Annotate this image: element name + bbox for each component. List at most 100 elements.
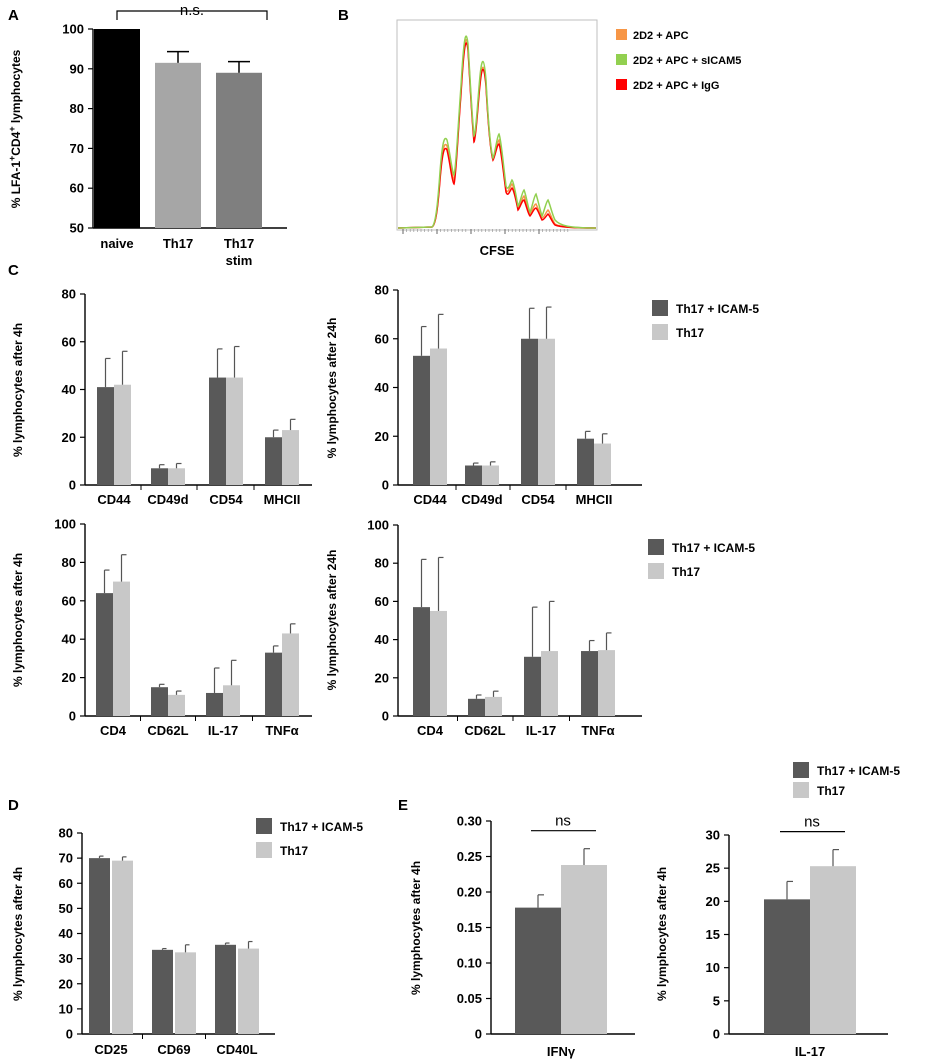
bar-cd4-th17 [113, 581, 130, 716]
legend-swatch-th17 [648, 563, 664, 579]
bar-cd40l-th17 [238, 948, 259, 1034]
legend-swatch-icam5 [256, 818, 272, 834]
panel-c-legend-bottom: Th17 + ICAM-5 Th17 [648, 539, 755, 579]
legend-label-igg: 2D2 + APC + IgG [633, 80, 719, 92]
x-category-label: CD62L [464, 723, 505, 738]
y-tick-label: 0 [66, 1027, 73, 1042]
legend-swatch-icam5 [793, 762, 809, 778]
y-tick-label: 10 [706, 960, 720, 975]
y-tick-label: 0 [713, 1027, 720, 1042]
x-category-label: CD49d [461, 492, 502, 507]
legend-swatch-th17 [793, 782, 809, 798]
bar-cd62l-th17 [485, 696, 502, 716]
x-category-label: IL-17 [795, 1044, 825, 1059]
bar-cd49d-th17 [482, 465, 499, 485]
y-tick-label: 100 [367, 518, 389, 533]
histogram-line-sicam5 [397, 35, 597, 229]
y-tick-label: 100 [54, 517, 76, 532]
y-tick-label: 0.25 [457, 849, 482, 864]
y-tick-label: 60 [62, 593, 76, 608]
y-tick-label: 25 [706, 861, 720, 876]
bar-cd40l-th17-icam-5 [215, 944, 236, 1034]
bar-cd54-th17 [538, 338, 555, 485]
y-tick-label: 100 [62, 22, 84, 37]
y-axis-title: % lymphocytes after 4h [655, 867, 669, 1001]
significance-label: ns [555, 813, 571, 830]
y-tick-label: 0.20 [457, 885, 482, 900]
panel-c-legend-top: Th17 + ICAM-5 Th17 [652, 300, 759, 340]
bar-il-17-th17-icam-5 [764, 899, 810, 1034]
y-tick-label: 60 [70, 181, 84, 196]
y-tick-label: 20 [62, 430, 76, 445]
x-category-label: CD54 [521, 492, 555, 507]
bar-mhcii-th17-icam-5 [577, 438, 594, 485]
x-category-label: CD69 [157, 1042, 190, 1057]
bar-cd25-th17 [112, 860, 133, 1034]
y-axis-title: % lymphocytes after 24h [325, 318, 339, 459]
y-axis-title: % lymphocytes after 4h [11, 323, 25, 457]
bar-cd49d-th17-icam-5 [151, 468, 168, 485]
x-category-label: CD44 [413, 492, 447, 507]
bar-th17-stim [216, 72, 262, 228]
legend-swatch-apc [616, 29, 627, 40]
bar-cd49d-th17 [168, 468, 185, 485]
y-tick-label: 15 [706, 927, 720, 942]
x-category-label: CD54 [209, 492, 243, 507]
legend-label-th17: Th17 [676, 326, 704, 340]
x-category-label: CD4 [417, 723, 444, 738]
y-tick-label: 60 [375, 331, 389, 346]
panel-e-chart-il17: 0 5 10 15 20 25 30 IL-17 % lymphocytes after 4h n… [655, 814, 888, 1059]
bar-cd54-th17-icam-5 [209, 377, 226, 485]
y-tick-label: 20 [375, 429, 389, 444]
bar-ifn-th17-icam-5 [515, 907, 561, 1034]
y-tick-label: 0.10 [457, 956, 482, 971]
bar-cd44-th17 [430, 348, 447, 485]
bar-cd49d-th17-icam-5 [465, 465, 482, 485]
legend-swatch-icam5 [652, 300, 668, 316]
legend-swatch-icam5 [648, 539, 664, 555]
legend-swatch-th17 [652, 324, 668, 340]
bar-cd62l-th17-icam-5 [468, 698, 485, 716]
y-tick-label: 40 [59, 926, 73, 941]
y-tick-label: 50 [70, 221, 84, 236]
panel-e-chart-ifng: 0 0.05 0.10 0.15 0.20 0.25 0.30 IFNγ % lymphocyt… [409, 813, 635, 1059]
x-category-label: stim [226, 253, 253, 268]
bar-cd62l-th17 [168, 694, 185, 716]
panel-e-label: E [398, 797, 408, 814]
bar-cd44-th17-icam-5 [413, 355, 430, 485]
y-tick-label: 80 [375, 556, 389, 571]
x-category-label: TNFα [581, 723, 614, 738]
y-tick-label: 10 [59, 1001, 73, 1016]
y-tick-label: 60 [375, 594, 389, 609]
panel-c-chart-4h-bottom: 0 20 40 60 80 100 CD4 CD62L IL-17 TNFα % lymphocyt… [11, 517, 312, 738]
y-tick-label: 80 [62, 287, 76, 302]
panel-b-legend: 2D2 + APC 2D2 + APC + sICAM5 2D2 + APC +… [616, 29, 741, 92]
y-tick-label: 0 [69, 709, 76, 724]
panel-c-label: C [8, 262, 19, 279]
bar-il-17-th17-icam-5 [206, 692, 223, 716]
significance-label: n.s. [180, 2, 204, 19]
panel-b-histogram: CFSE [396, 19, 598, 258]
y-tick-label: 0.30 [457, 814, 482, 829]
panel-c-chart-24h-top: 0 20 40 60 80 CD44 CD49d CD54 MHCII % lymphocytes… [325, 283, 642, 507]
panel-a-label: A [8, 7, 19, 24]
x-category-label: MHCII [576, 492, 613, 507]
y-tick-label: 5 [713, 993, 720, 1008]
x-category-label: Th17 [163, 236, 193, 251]
x-category-label: CD25 [94, 1042, 127, 1057]
legend-label-sicam5: 2D2 + APC + sICAM5 [633, 55, 741, 67]
bar-cd4-th17-icam-5 [96, 593, 113, 716]
y-tick-label: 0 [382, 709, 389, 724]
panel-c-chart-24h-bottom: 0 20 40 60 80 100 CD4 CD62L IL-17 TNFα % lymphocyt… [325, 518, 642, 738]
significance-label: ns [804, 814, 820, 831]
legend-swatch-sicam5 [616, 54, 627, 65]
legend-label-apc: 2D2 + APC [633, 30, 689, 42]
panel-e-legend: Th17 + ICAM-5 Th17 [793, 762, 900, 798]
bar-cd4-th17 [430, 610, 447, 716]
y-axis-title: % lymphocytes after 24h [325, 550, 339, 691]
y-tick-label: 60 [62, 334, 76, 349]
histogram-ticks [402, 229, 569, 234]
x-category-label: MHCII [264, 492, 301, 507]
bar-tnf-th17 [598, 650, 615, 716]
y-tick-label: 20 [375, 670, 389, 685]
